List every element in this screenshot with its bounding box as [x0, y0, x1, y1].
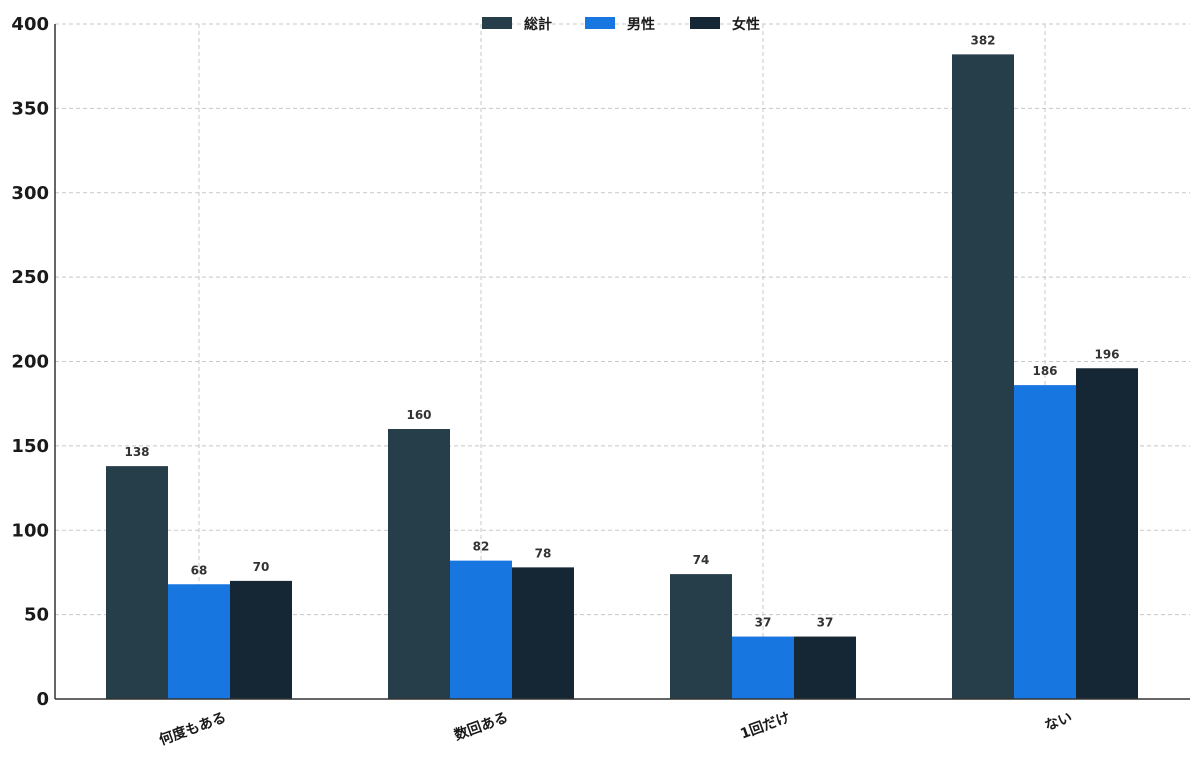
- y-tick-label: 150: [11, 436, 49, 457]
- bar: [670, 574, 732, 699]
- legend-swatch: [585, 17, 615, 29]
- bar-value-label: 68: [191, 563, 208, 577]
- bar: [230, 580, 292, 699]
- bar: [1076, 368, 1138, 699]
- bar-value-label: 78: [535, 546, 552, 560]
- x-tick-label: 数回ある: [452, 709, 510, 744]
- y-tick-label: 200: [11, 352, 49, 373]
- y-tick-label: 100: [11, 520, 49, 541]
- bar: [794, 636, 856, 699]
- bar: [168, 584, 230, 699]
- bar-value-label: 37: [817, 616, 834, 630]
- y-tick-label: 50: [24, 605, 49, 626]
- bar-value-label: 186: [1032, 364, 1057, 378]
- bar: [388, 429, 450, 699]
- y-tick-label: 300: [11, 183, 49, 204]
- bar-value-label: 138: [124, 445, 149, 459]
- x-tick-label: 1回だけ: [738, 710, 792, 743]
- y-tick-label: 250: [11, 267, 49, 288]
- x-tick-label: 何度もある: [157, 709, 229, 749]
- bars: [106, 54, 1138, 699]
- legend-swatch: [482, 17, 512, 29]
- bar: [1014, 385, 1076, 699]
- bar-value-label: 82: [473, 540, 490, 554]
- bar: [450, 560, 512, 699]
- y-tick-label: 0: [36, 689, 49, 710]
- x-tick-label: ない: [1043, 710, 1075, 735]
- legend-swatch: [690, 17, 720, 29]
- legend: 総計 男性 女性: [482, 16, 760, 33]
- bar-value-label: 160: [406, 408, 431, 422]
- axes: 0 50 100 150 200 250 300 350 400 何度もある 数回ある 1回だけ ない: [11, 14, 1190, 749]
- bar: [952, 54, 1014, 699]
- data-labels: 138 68 70 160 82 78 74 37 37 382 186 196: [124, 33, 1119, 629]
- y-tick-label: 350: [11, 98, 49, 119]
- bar: [512, 567, 574, 699]
- y-tick-label: 400: [11, 14, 49, 35]
- legend-label: 総計: [524, 16, 552, 33]
- legend-label: 女性: [732, 16, 760, 33]
- bar-value-label: 70: [253, 560, 270, 574]
- bar-value-label: 382: [970, 33, 995, 47]
- bar-value-label: 74: [693, 553, 710, 567]
- bar: [732, 636, 794, 699]
- legend-label: 男性: [627, 16, 655, 33]
- grid: [55, 23, 1190, 699]
- bar-value-label: 37: [755, 616, 772, 630]
- bar: [106, 466, 168, 699]
- bar-value-label: 196: [1094, 347, 1119, 361]
